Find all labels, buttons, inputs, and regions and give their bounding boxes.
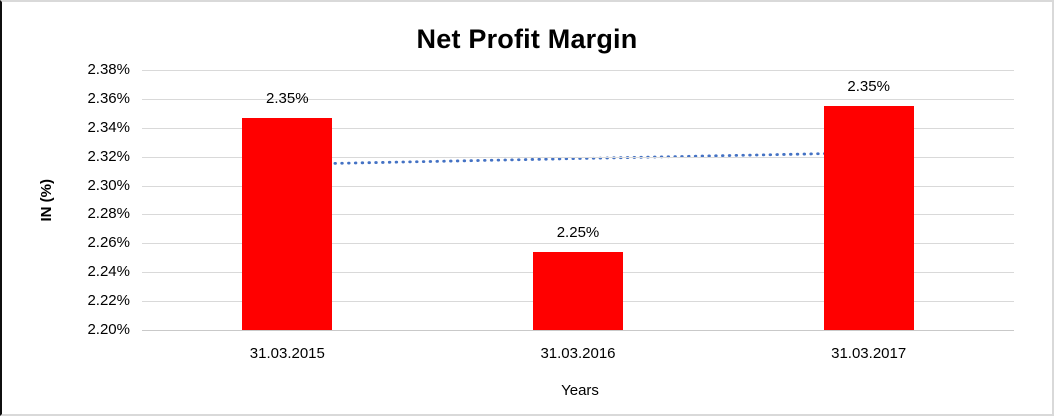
x-tick-label: 31.03.2015 bbox=[249, 345, 325, 362]
gridline bbox=[142, 185, 1014, 187]
y-axis-title: IN (%) bbox=[34, 70, 58, 330]
x-tick-label: 31.03.2017 bbox=[831, 345, 907, 362]
data-label: 2.35% bbox=[847, 78, 890, 96]
data-label: 2.25% bbox=[556, 224, 600, 241]
y-tick-label: 2.26% bbox=[87, 234, 130, 252]
y-tick-label: 2.32% bbox=[87, 147, 130, 165]
y-tick-label: 2.20% bbox=[87, 321, 130, 338]
y-tick-label: 2.22% bbox=[87, 292, 130, 310]
y-tick-label: 2.30% bbox=[87, 176, 130, 194]
gridline bbox=[142, 243, 1014, 245]
y-tick-label: 2.28% bbox=[87, 205, 130, 223]
bar-31.03.2015 bbox=[242, 117, 333, 330]
gridline bbox=[142, 98, 1014, 100]
y-tick-label: 2.34% bbox=[87, 118, 130, 136]
gridline bbox=[142, 156, 1014, 158]
bar-31.03.2016 bbox=[533, 252, 623, 330]
gridline bbox=[142, 330, 1014, 331]
gridline bbox=[142, 214, 1014, 216]
frame-edge-artifact bbox=[2, 0, 227, 2]
plot-area bbox=[142, 70, 1014, 331]
gridline bbox=[142, 127, 1014, 129]
y-tick-label: 2.36% bbox=[87, 89, 130, 107]
x-tick-label: 31.03.2016 bbox=[540, 345, 616, 362]
chart-title: Net Profit Margin bbox=[416, 24, 638, 54]
x-axis-title: Years bbox=[561, 382, 599, 399]
bar-31.03.2017 bbox=[823, 106, 914, 330]
data-label: 2.35% bbox=[266, 89, 309, 107]
trendline bbox=[285, 151, 871, 166]
y-tick-label: 2.38% bbox=[87, 61, 130, 78]
y-tick-label: 2.24% bbox=[87, 263, 130, 281]
gridline bbox=[142, 70, 1014, 71]
